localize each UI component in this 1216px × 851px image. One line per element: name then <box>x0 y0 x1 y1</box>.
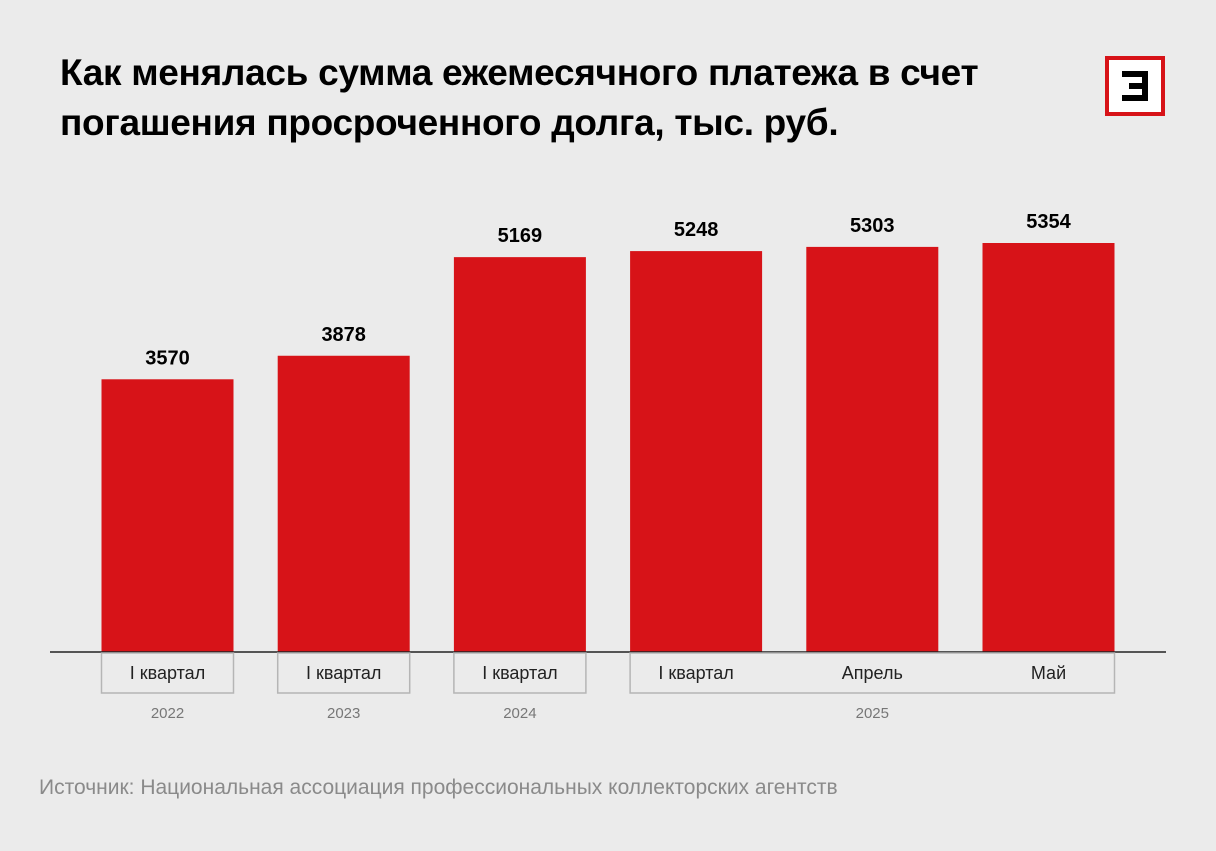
chart-title: Как менялась сумма ежемесячного платежа … <box>60 52 979 143</box>
category-label: I квартал <box>482 663 557 683</box>
e-logo-icon <box>1122 71 1148 101</box>
category-label: Апрель <box>842 663 903 683</box>
category-label: I квартал <box>306 663 381 683</box>
source-note: Источник: Национальная ассоциация профес… <box>39 776 838 799</box>
year-label: 2025 <box>856 705 889 722</box>
category-group-box <box>453 652 587 694</box>
category-group-box <box>276 652 411 694</box>
bar <box>806 246 939 652</box>
data-label: 5354 <box>1026 211 1071 233</box>
publisher-logo <box>1105 56 1165 116</box>
bar <box>453 257 586 652</box>
data-label: 3570 <box>145 347 190 369</box>
year-label: 2024 <box>503 705 536 722</box>
data-label: 3878 <box>321 324 366 346</box>
data-label: 5248 <box>674 219 719 241</box>
bar <box>630 251 763 652</box>
year-label: 2023 <box>327 705 360 722</box>
category-label: Май <box>1031 663 1066 683</box>
category-label: I квартал <box>658 663 733 683</box>
data-label: 5169 <box>498 225 543 247</box>
bar-chart: 3570 3878 5169 5248 5303 5354 2022 2023 2024 2025… <box>50 211 1166 722</box>
category-label: I квартал <box>130 663 205 683</box>
data-label: 5303 <box>850 215 895 237</box>
bar <box>277 355 410 652</box>
bar <box>101 379 234 652</box>
year-label: 2022 <box>151 705 184 722</box>
category-group-box <box>629 652 1116 694</box>
bar <box>982 243 1115 652</box>
category-group-box <box>100 652 235 694</box>
